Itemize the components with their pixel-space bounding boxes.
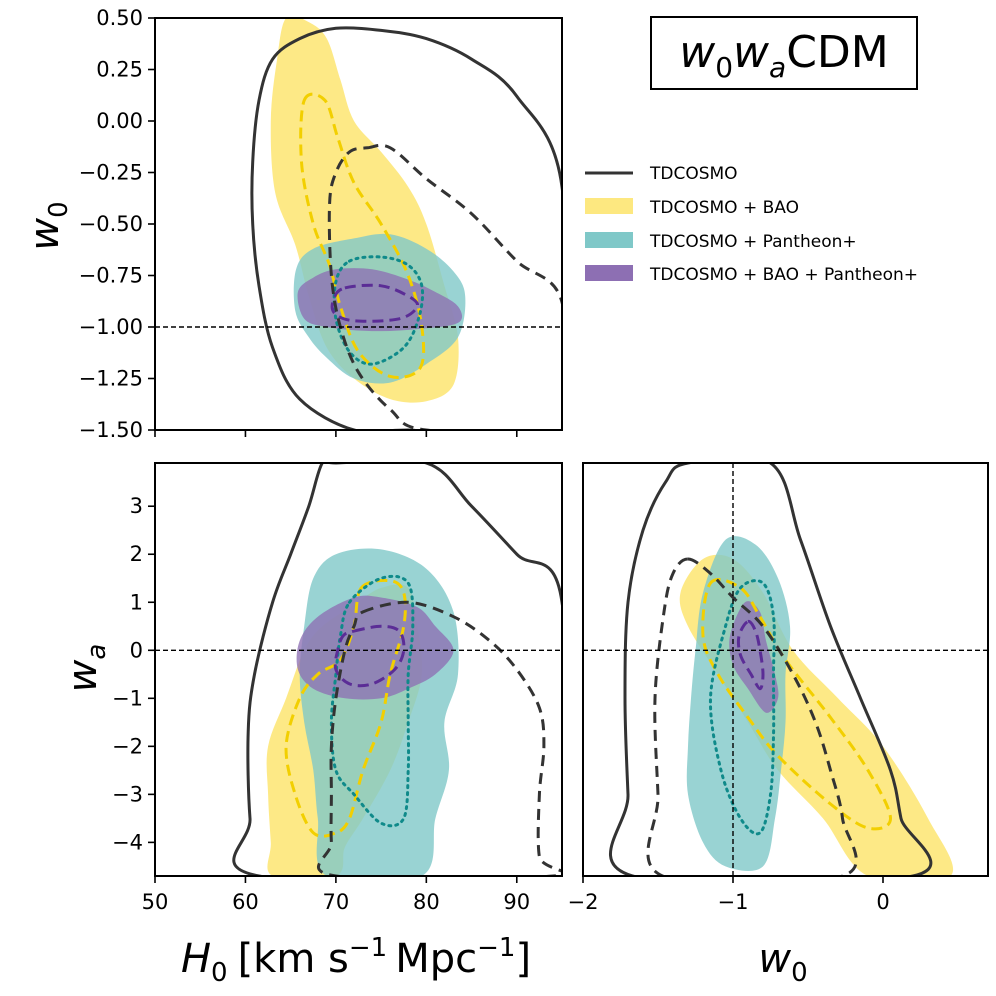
xlabel-w0: w0 [758, 936, 807, 988]
panel-H0-wa: 3 2 1 0 −1 −2 −3 −4 50 60 70 80 90 [112, 462, 563, 914]
contour-line-all-inner [330, 283, 420, 323]
legend-label-tdcosmo: TDCOSMO [649, 164, 738, 184]
panel-frame [582, 462, 989, 877]
ytick-label: 1 [130, 590, 143, 614]
contour-line-tdcosmo-outer [232, 463, 562, 876]
ytick-label: −2 [112, 734, 143, 758]
legend-label-pantheon: TDCOSMO + Pantheon+ [649, 232, 857, 252]
xlabel-h0: H0 [km s−1 Mpc−1] [181, 933, 531, 988]
legend-swatch-bao [585, 198, 633, 214]
legend-swatch-pantheon [585, 232, 633, 248]
chart-title: w0waCDM [679, 27, 889, 84]
title-frame [650, 16, 918, 90]
xtick-label: 90 [503, 890, 530, 914]
panel-frame [154, 462, 563, 877]
ytick-label: 2 [130, 542, 143, 566]
ytick-label: 0.50 [96, 6, 143, 30]
xtick-label: 70 [323, 890, 350, 914]
ylabel-w0: w0 [22, 201, 74, 250]
ytick-label: −1 [112, 686, 143, 710]
contour-line-all-inner [736, 619, 765, 691]
contour-line-tdcosmo-outer [250, 26, 562, 430]
ytick-label: −1.00 [79, 315, 143, 339]
legend-swatch-all [585, 265, 633, 281]
contour-line-bao-inner [299, 92, 426, 379]
panel-contours [232, 463, 562, 876]
contour-line-tdcosmo-outer [609, 463, 933, 876]
xtick-label: −1 [718, 890, 749, 914]
legend-label-bao: TDCOSMO + BAO [649, 198, 799, 218]
panel-contours [609, 463, 953, 876]
contour-line-all-inner [333, 624, 406, 688]
panel-H0-w0: 0.50 0.25 0.00 −0.25 −0.50 −0.75 −1.00 −1.25 −1.… [79, 6, 563, 442]
panel-contours [250, 18, 562, 430]
contour-line-bao-inner [701, 578, 893, 831]
xtick-label: 50 [142, 890, 169, 914]
contour-line-pantheon-inner [708, 579, 776, 836]
contour-line-tdcosmo-inner [327, 143, 562, 430]
contour-line-pantheon-inner [329, 574, 415, 828]
contour-line-bao-inner [284, 578, 407, 838]
ytick-label: 3 [130, 494, 143, 518]
panels: 0.50 0.25 0.00 −0.25 −0.50 −0.75 −1.00 −1.25 −1.… [79, 6, 989, 914]
ytick-label: −4 [112, 830, 143, 854]
ylabel-wa: wa [60, 644, 112, 693]
legend-label-all: TDCOSMO + BAO + Pantheon+ [649, 265, 918, 285]
xtick-label: 0 [876, 890, 889, 914]
panel-w0-wa: −2 −1 0 [568, 462, 989, 914]
ytick-label: −1.25 [79, 367, 143, 391]
xtick-label: −2 [568, 890, 599, 914]
ytick-label: −0.75 [79, 264, 143, 288]
ytick-label: −1.50 [79, 418, 143, 442]
xtick-label: 80 [413, 890, 440, 914]
ytick-label: 0.25 [96, 58, 143, 82]
ytick-label: 0 [130, 638, 143, 662]
ytick-label: 0.00 [96, 109, 143, 133]
ytick-label: −0.25 [79, 161, 143, 185]
title-box: w0waCDM [650, 16, 918, 90]
xtick-label: 60 [232, 890, 259, 914]
legend: TDCOSMO TDCOSMO + BAO TDCOSMO + Pantheon… [585, 164, 918, 285]
ytick-label: −0.50 [79, 212, 143, 236]
ytick-label: −3 [112, 782, 143, 806]
